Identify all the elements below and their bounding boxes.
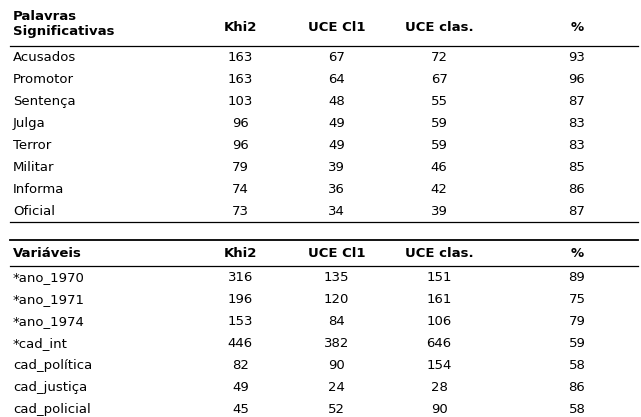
Text: *cad_int: *cad_int [13,337,68,350]
Text: 49: 49 [328,138,345,151]
Text: Khi2: Khi2 [224,20,257,33]
Text: 87: 87 [569,95,585,108]
Text: 58: 58 [569,359,585,372]
Text: 161: 161 [426,293,452,306]
Text: 96: 96 [569,73,585,85]
Text: 86: 86 [569,381,585,394]
Text: 72: 72 [431,50,447,63]
Text: 39: 39 [431,204,447,218]
Text: 24: 24 [328,381,345,394]
Text: 42: 42 [431,183,447,196]
Text: 67: 67 [328,50,345,63]
Text: 89: 89 [569,271,585,284]
Text: Terror: Terror [13,138,51,151]
Text: Promotor: Promotor [13,73,74,85]
Text: 39: 39 [328,161,345,173]
Text: 59: 59 [569,337,585,350]
Text: 86: 86 [569,183,585,196]
Text: cad_justiça: cad_justiça [13,381,87,394]
Text: 154: 154 [426,359,452,372]
Text: 45: 45 [232,403,249,416]
Text: 85: 85 [569,161,585,173]
Text: 49: 49 [232,381,249,394]
Text: 34: 34 [328,204,345,218]
Text: UCE Cl1: UCE Cl1 [308,247,365,260]
Text: 153: 153 [228,315,253,328]
Text: %: % [570,20,583,33]
Text: UCE clas.: UCE clas. [404,20,474,33]
Text: Julga: Julga [13,116,46,130]
Text: 90: 90 [431,403,447,416]
Text: 52: 52 [328,403,345,416]
Text: cad_policial: cad_policial [13,403,90,416]
Text: Variáveis: Variáveis [13,247,81,260]
Text: 87: 87 [569,204,585,218]
Text: 316: 316 [228,271,253,284]
Text: 49: 49 [328,116,345,130]
Text: Acusados: Acusados [13,50,76,63]
Text: 96: 96 [232,116,249,130]
Text: Informa: Informa [13,183,64,196]
Text: 59: 59 [431,116,447,130]
Text: 67: 67 [431,73,447,85]
Text: 103: 103 [228,95,253,108]
Text: 36: 36 [328,183,345,196]
Text: 82: 82 [232,359,249,372]
Text: 196: 196 [228,293,253,306]
Text: Palavras
Significativas: Palavras Significativas [13,10,114,38]
Text: %: % [570,247,583,260]
Text: 59: 59 [431,138,447,151]
Text: 28: 28 [431,381,447,394]
Text: 58: 58 [569,403,585,416]
Text: 75: 75 [569,293,585,306]
Text: 163: 163 [228,50,253,63]
Text: 106: 106 [426,315,452,328]
Text: cad_política: cad_política [13,359,92,372]
Text: 46: 46 [431,161,447,173]
Text: 73: 73 [232,204,249,218]
Text: 151: 151 [426,271,452,284]
Text: UCE clas.: UCE clas. [404,247,474,260]
Text: 74: 74 [232,183,249,196]
Text: Militar: Militar [13,161,54,173]
Text: 163: 163 [228,73,253,85]
Text: 382: 382 [324,337,349,350]
Text: 120: 120 [324,293,349,306]
Text: 646: 646 [426,337,452,350]
Text: 96: 96 [232,138,249,151]
Text: Oficial: Oficial [13,204,55,218]
Text: 93: 93 [569,50,585,63]
Text: 446: 446 [228,337,253,350]
Text: 48: 48 [328,95,345,108]
Text: 90: 90 [328,359,345,372]
Text: UCE Cl1: UCE Cl1 [308,20,365,33]
Text: 83: 83 [569,138,585,151]
Text: Khi2: Khi2 [224,247,257,260]
Text: 55: 55 [431,95,447,108]
Text: 64: 64 [328,73,345,85]
Text: 79: 79 [569,315,585,328]
Text: *ano_1971: *ano_1971 [13,293,85,306]
Text: *ano_1974: *ano_1974 [13,315,85,328]
Text: *ano_1970: *ano_1970 [13,271,85,284]
Text: 83: 83 [569,116,585,130]
Text: 84: 84 [328,315,345,328]
Text: 135: 135 [324,271,349,284]
Text: Sentença: Sentença [13,95,76,108]
Text: 79: 79 [232,161,249,173]
